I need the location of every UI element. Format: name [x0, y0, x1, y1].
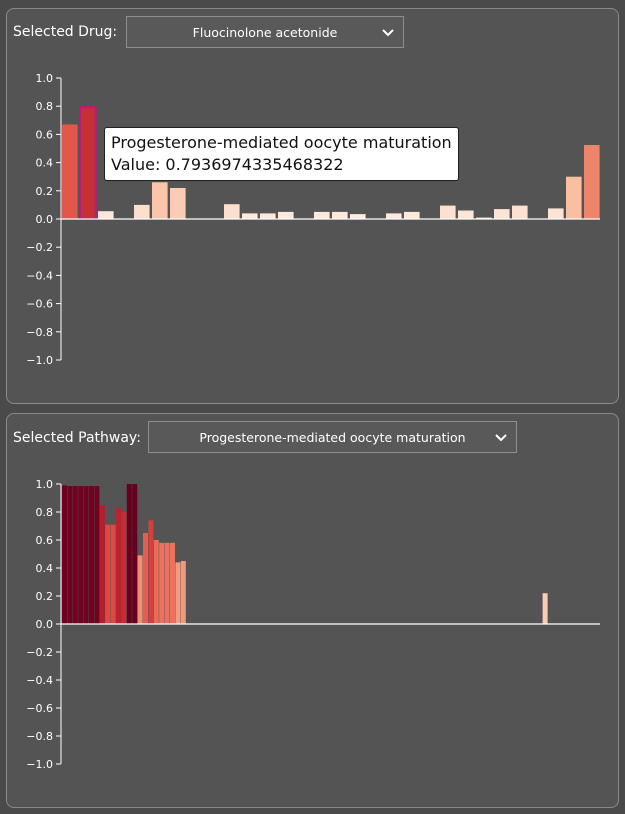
bar — [175, 562, 181, 624]
chevron-down-icon — [495, 434, 507, 442]
bar — [548, 208, 564, 219]
bar — [164, 542, 170, 624]
bar — [260, 213, 276, 219]
y-tick-label: 0.0 — [36, 213, 54, 226]
y-tick-label: −0.4 — [26, 269, 53, 282]
bar — [224, 204, 240, 219]
y-tick-label: −1.0 — [26, 354, 53, 367]
chart-tooltip: Progesterone-mediated oocyte maturation … — [104, 127, 459, 181]
bar — [350, 214, 366, 219]
bar — [148, 520, 154, 624]
y-tick-label: −0.8 — [26, 730, 53, 743]
selected-drug-label: Selected Drug: — [13, 24, 118, 40]
bar — [79, 106, 97, 220]
bar — [404, 211, 420, 219]
pathway-select-value: Progesterone-mediated oocyte maturation — [199, 429, 466, 445]
y-tick-label: 0.0 — [36, 618, 54, 631]
bar — [89, 486, 94, 624]
y-tick-label: 0.2 — [36, 185, 54, 198]
y-tick-label: 1.0 — [36, 72, 54, 85]
y-tick-label: 0.4 — [36, 562, 54, 575]
bar — [512, 205, 528, 219]
bar — [458, 210, 474, 219]
selected-pathway-label: Selected Pathway: — [13, 430, 141, 446]
drug-chart: 1.0 0.8 0.6 0.4 0.2 0.0 −0.2 −0.4 −0.6 −0.8 −1.0 — [26, 72, 600, 367]
y-tick-label: 0.8 — [36, 506, 54, 519]
bar — [170, 542, 175, 624]
bar — [159, 542, 165, 624]
bar — [110, 524, 116, 624]
y-tick-label: 0.8 — [36, 100, 54, 113]
bar — [99, 505, 105, 624]
y-tick-label: 1.0 — [36, 478, 54, 491]
bar — [62, 124, 78, 219]
pathway-select[interactable]: Progesterone-mediated oocyte maturation — [148, 421, 517, 453]
bar — [152, 182, 168, 219]
bar — [584, 145, 600, 219]
pathway-chart: 1.0 0.8 0.6 0.4 0.2 0.0 −0.2 −0.4 −0.6 −0.8 −1.0 — [26, 478, 600, 771]
y-tick-label: −0.4 — [26, 674, 53, 687]
bar — [180, 561, 186, 624]
bar — [143, 533, 148, 624]
bar — [170, 188, 186, 219]
y-tick-label: 0.2 — [36, 590, 54, 603]
bar — [494, 209, 510, 219]
bar — [332, 211, 348, 219]
y-tick-label: −0.8 — [26, 326, 53, 339]
bar — [476, 217, 492, 219]
bar — [566, 176, 582, 219]
drug-select[interactable]: Fluocinolone acetonide — [126, 16, 404, 48]
bar — [72, 486, 78, 624]
bar — [98, 211, 114, 219]
tooltip-title: Progesterone-mediated oocyte maturation — [111, 133, 452, 152]
bar — [134, 204, 150, 219]
y-tick-label: −1.0 — [26, 758, 53, 771]
y-tick-label: 0.4 — [36, 157, 54, 170]
bar — [137, 555, 143, 624]
bar — [105, 524, 111, 624]
bar — [126, 484, 132, 624]
chevron-down-icon — [382, 29, 394, 37]
bar — [94, 486, 100, 624]
bar — [67, 486, 73, 624]
bar — [78, 486, 84, 624]
y-tick-label: −0.2 — [26, 241, 53, 254]
bar — [440, 205, 456, 219]
y-tick-label: 0.6 — [36, 128, 54, 141]
y-tick-label: −0.6 — [26, 702, 53, 715]
tooltip-value: Value: 0.7936974335468322 — [111, 155, 344, 174]
bar — [314, 211, 330, 219]
bar — [278, 211, 294, 219]
bar — [153, 540, 159, 624]
y-tick-label: 0.6 — [36, 534, 54, 547]
bar — [386, 213, 402, 219]
bar — [83, 486, 89, 624]
y-tick-label: −0.2 — [26, 646, 53, 659]
y-tick-label: −0.6 — [26, 298, 53, 311]
bar — [62, 485, 67, 624]
bar — [121, 512, 127, 624]
bar — [242, 213, 258, 219]
bar — [116, 507, 121, 624]
bar — [542, 593, 548, 624]
bar — [132, 484, 138, 624]
drug-select-value: Fluocinolone acetonide — [192, 24, 338, 40]
